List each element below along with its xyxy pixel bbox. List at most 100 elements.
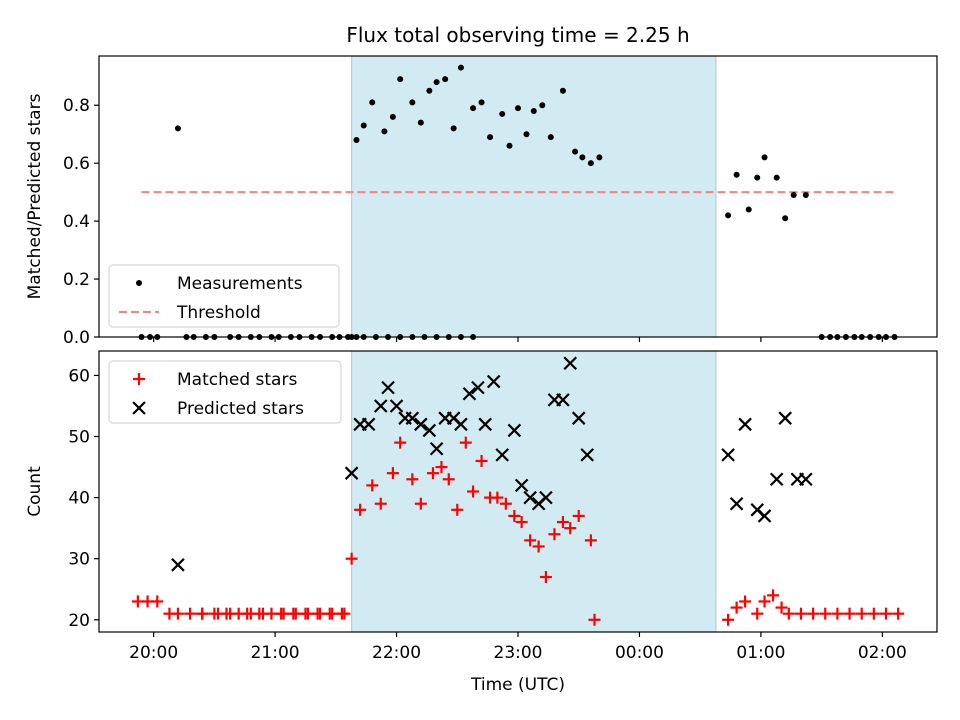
data-point xyxy=(751,607,764,620)
series-predicted-stars xyxy=(171,356,813,572)
data-point xyxy=(572,148,579,155)
legend-label-measurements: Measurements xyxy=(177,274,303,294)
x-stroke-b xyxy=(429,441,444,456)
data-point xyxy=(539,102,546,109)
x-stroke-b xyxy=(486,374,501,389)
data-point xyxy=(405,411,420,425)
x-tick-label: 20:00 xyxy=(129,643,178,663)
data-point xyxy=(369,99,376,106)
legend-label-predicted-stars: Predicted stars xyxy=(177,399,304,419)
x-stroke-b xyxy=(563,356,578,370)
data-point xyxy=(409,99,416,106)
data-point xyxy=(530,108,537,115)
data-point xyxy=(584,534,597,547)
data-point xyxy=(394,436,407,449)
data-point xyxy=(422,423,437,438)
legend: Matched stars Predicted stars xyxy=(108,360,342,424)
data-point xyxy=(435,461,448,474)
data-point xyxy=(171,558,185,572)
x-stroke-b xyxy=(721,448,735,462)
x-tick-label: 01:00 xyxy=(736,643,785,663)
bottom-panel: 20 30 40 50 60 20:00 21:00 22:00 23:00 00:00 01:00… xyxy=(25,350,938,695)
chart-title: Flux total observing time = 2.25 h xyxy=(346,23,689,47)
data-point xyxy=(345,552,358,565)
data-point xyxy=(381,380,395,395)
legend-label-threshold: Threshold xyxy=(176,303,261,323)
data-point xyxy=(514,478,529,493)
data-point xyxy=(587,160,594,167)
data-point xyxy=(739,595,752,608)
data-point xyxy=(470,105,477,112)
data-point xyxy=(450,125,457,132)
data-point xyxy=(524,534,537,547)
data-point xyxy=(733,171,740,178)
data-point xyxy=(442,473,455,486)
data-point xyxy=(495,448,509,462)
y-axis-label: Matched/Predicted stars xyxy=(25,93,45,299)
x-tick-label: 22:00 xyxy=(372,643,421,663)
data-point xyxy=(721,448,735,462)
data-point xyxy=(730,601,743,614)
legend-label-matched-stars: Matched stars xyxy=(177,370,297,390)
data-point xyxy=(311,607,324,620)
data-point xyxy=(426,87,433,94)
data-point xyxy=(758,595,771,608)
data-point xyxy=(406,473,419,486)
y-tick-label: 0.2 xyxy=(63,270,90,290)
data-point xyxy=(299,607,312,620)
data-point xyxy=(397,76,404,83)
x-stroke-b xyxy=(729,496,744,511)
data-point xyxy=(429,441,444,456)
data-point xyxy=(478,417,492,432)
data-point xyxy=(754,174,761,181)
data-point xyxy=(819,607,832,620)
data-point xyxy=(794,607,807,620)
data-point xyxy=(508,509,521,522)
data-point xyxy=(767,589,780,602)
data-point xyxy=(451,503,464,516)
data-point xyxy=(486,374,501,389)
x-stroke-b xyxy=(539,490,553,505)
data-point xyxy=(287,607,300,620)
x-stroke-b xyxy=(478,417,492,432)
x-stroke-b xyxy=(389,399,404,413)
data-point xyxy=(579,154,586,161)
data-point xyxy=(761,154,768,161)
data-point xyxy=(843,607,856,620)
data-point xyxy=(782,215,789,222)
data-point xyxy=(515,105,521,112)
data-point xyxy=(323,607,336,620)
data-point xyxy=(366,479,379,492)
data-point xyxy=(532,540,545,553)
data-point xyxy=(802,192,809,199)
data-point xyxy=(220,607,233,620)
data-point xyxy=(745,206,752,213)
data-point xyxy=(471,380,485,395)
x-stroke-b xyxy=(446,411,461,425)
data-point xyxy=(344,466,359,480)
y-tick-label: 30 xyxy=(68,550,90,570)
x-stroke-b xyxy=(381,380,395,395)
legend-swatch-predicted-stars xyxy=(132,401,146,415)
data-point xyxy=(782,607,795,620)
data-point xyxy=(151,595,164,608)
x-axis-label: Time (UTC) xyxy=(470,675,565,695)
legend-box xyxy=(108,360,342,424)
y-tick-label: 0.6 xyxy=(63,154,90,174)
data-point xyxy=(487,134,494,141)
x-stroke-b xyxy=(471,380,485,395)
data-point xyxy=(426,467,439,480)
y-tick-label: 20 xyxy=(68,611,90,631)
legend: Measurements Threshold xyxy=(108,264,340,328)
data-point xyxy=(457,64,464,71)
x-stroke-b xyxy=(757,509,772,523)
data-point xyxy=(773,174,780,181)
data-point xyxy=(360,122,367,129)
y-tick-label: 50 xyxy=(68,428,90,448)
data-point xyxy=(725,212,732,219)
data-point xyxy=(564,522,577,535)
shaded-interval xyxy=(351,350,717,633)
top-panel: 0.0 0.2 0.4 0.6 0.8 Matched/Predicted stars Me… xyxy=(25,55,938,348)
y-tick-label: 0.0 xyxy=(63,328,90,348)
y-tick-label: 40 xyxy=(68,489,90,509)
